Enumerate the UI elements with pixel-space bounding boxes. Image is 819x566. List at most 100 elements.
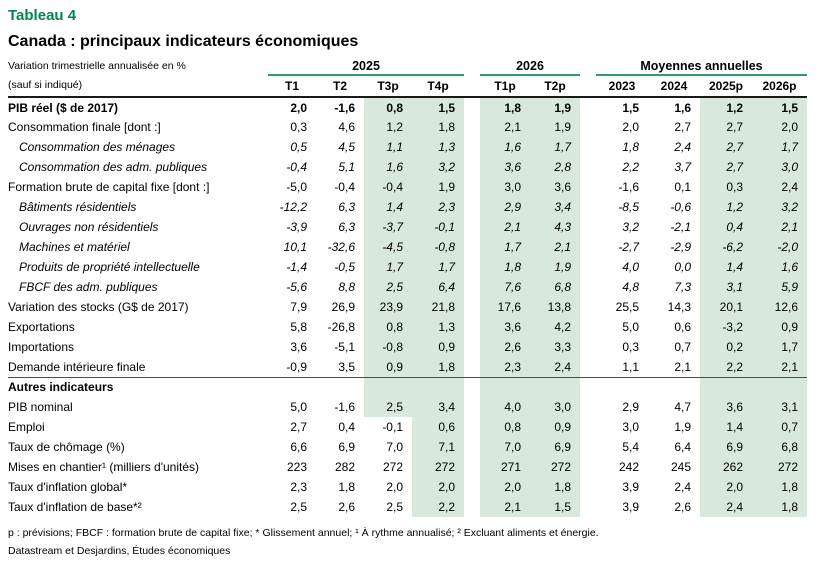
group-gap	[580, 237, 596, 257]
group-gap	[464, 217, 480, 237]
cell-t4p: 1,3	[412, 137, 464, 157]
unit-note-line1: Variation trimestrielle annualisée en %	[8, 60, 186, 72]
cell-t2p: 1,9	[530, 117, 580, 137]
cell-t2: 6,9	[338, 440, 355, 454]
cell-t1p: 2,1	[480, 117, 530, 137]
cell-t1: 5,0	[290, 400, 307, 414]
group-gap	[580, 417, 596, 437]
table-row: FBCF des adm. publiques -5,6 8,8 2,5 6,4 7,6 6…	[8, 277, 808, 297]
col-2023: 2023	[596, 75, 648, 98]
group-gap	[464, 317, 480, 337]
cell-2024: 245	[670, 460, 691, 474]
cell-t1p: 7,0	[480, 437, 530, 457]
cell-t2p: 4,3	[530, 217, 580, 237]
cell-t2: 6,3	[338, 220, 355, 234]
row-label: Ouvrages non résidentiels	[19, 220, 159, 234]
cell-t4p: 3,2	[412, 157, 464, 177]
cell-t1: 0,3	[290, 120, 307, 134]
cell-t2p: 6,9	[530, 437, 580, 457]
cell-t3p: 23,9	[364, 297, 412, 317]
cell-t2: -32,6	[327, 240, 355, 254]
cell-t1p: 2,3	[480, 357, 530, 377]
row-label: Consommation finale [dont :]	[8, 120, 161, 134]
cell-t1p: 2,0	[480, 477, 530, 497]
table-row: Consommation des adm. publiques -0,4 5,1 1,…	[8, 157, 808, 177]
cell-t1p: 7,6	[480, 277, 530, 297]
cell-2024: -2,1	[670, 220, 691, 234]
cell-2024: 0,7	[674, 340, 691, 354]
cell-2023: 5,0	[622, 320, 639, 334]
cell-2024: 2,7	[674, 120, 691, 134]
cell-t1	[268, 376, 316, 397]
group-gap	[580, 437, 596, 457]
row-label: PIB réel ($ de 2017)	[8, 100, 119, 115]
cell-t4p: 1,7	[412, 257, 464, 277]
group-gap	[464, 417, 480, 437]
group-gap	[464, 357, 480, 377]
cell-t1: 6,6	[290, 440, 307, 454]
unit-note-line2: (sauf si indiqué)	[8, 79, 83, 91]
cell-2026p: 0,7	[752, 417, 808, 437]
cell-2025p: 0,4	[700, 217, 752, 237]
group-gap	[464, 337, 480, 357]
cell-2023: 1,5	[622, 100, 639, 115]
cell-2023: -2,7	[618, 240, 639, 254]
cell-t1: -5,0	[286, 180, 307, 194]
group-gap	[580, 58, 596, 75]
cell-2023: 242	[618, 460, 639, 474]
group-gap	[464, 397, 480, 417]
cell-2024: 4,7	[674, 400, 691, 414]
cell-2026p: 2,1	[752, 217, 808, 237]
cell-2023: 2,2	[622, 160, 639, 174]
cell-2026p	[752, 376, 808, 397]
cell-2026p: 3,0	[752, 157, 808, 177]
cell-2025p: 2,4	[700, 497, 752, 517]
cell-2024: -0,6	[670, 200, 691, 214]
group-gap	[580, 257, 596, 277]
cell-t1: -1,4	[286, 260, 307, 274]
group-gap	[464, 97, 480, 117]
cell-2025p: 3,6	[700, 397, 752, 417]
cell-2023: 3,9	[622, 480, 639, 494]
group-gap	[580, 177, 596, 197]
cell-2025p: 1,4	[700, 417, 752, 437]
cell-2025p: 1,2	[700, 97, 752, 117]
cell-t1: -0,9	[286, 359, 307, 374]
cell-t2p: 4,2	[530, 317, 580, 337]
cell-t1p: 271	[480, 457, 530, 477]
column-header-row: T1 T2 T3p T4p T1p T2p 2023 2024 2025p 20…	[8, 75, 808, 98]
cell-t2: 5,1	[338, 160, 355, 174]
col-t3p: T3p	[364, 75, 412, 98]
row-label: Formation brute de capital fixe [dont :]	[8, 180, 210, 194]
cell-2025p: -3,2	[700, 317, 752, 337]
group-gap	[580, 277, 596, 297]
cell-2025p: 3,1	[700, 277, 752, 297]
cell-2024: 3,7	[674, 160, 691, 174]
cell-2026p: 272	[752, 457, 808, 477]
cell-t2: 3,5	[338, 359, 355, 374]
cell-t1p: 2,1	[480, 217, 530, 237]
cell-t3p: -0,1	[382, 420, 403, 434]
group-gap	[580, 217, 596, 237]
cell-2026p: 1,5	[752, 97, 808, 117]
group-gap	[464, 376, 480, 397]
group-gap	[464, 437, 480, 457]
group-header-row: Variation trimestrielle annualisée en % …	[8, 58, 808, 98]
group-gap	[464, 58, 480, 75]
cell-2026p: 2,0	[752, 117, 808, 137]
cell-t2	[316, 376, 364, 397]
cell-t4p: 1,8	[412, 357, 464, 377]
table-row: PIB nominal 5,0 -1,6 2,5 3,4 4,0 3,0 2,9 4,7 3,6 3…	[8, 397, 808, 417]
cell-t1p: 1,8	[480, 257, 530, 277]
row-label: Consommation des ménages	[19, 140, 176, 154]
cell-t1: 3,6	[290, 340, 307, 354]
col-t1: T1	[268, 75, 316, 98]
cell-t3p: 7,0	[386, 440, 403, 454]
cell-t4p: 2,2	[412, 497, 464, 517]
cell-t4p: 21,8	[412, 297, 464, 317]
cell-t1p: 2,6	[480, 337, 530, 357]
cell-t4p: 3,4	[412, 397, 464, 417]
cell-t1: 7,9	[290, 300, 307, 314]
cell-2026p: 3,1	[752, 397, 808, 417]
cell-t4p: 2,3	[412, 197, 464, 217]
